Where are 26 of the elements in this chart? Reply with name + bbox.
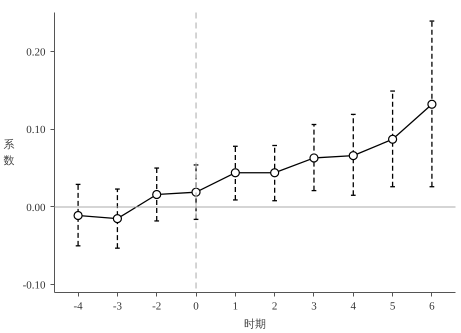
x-tick-label: 0 bbox=[193, 300, 200, 312]
x-tick-label: 2 bbox=[272, 300, 278, 312]
y-tick-label: 0.10 bbox=[26, 124, 46, 136]
y-axis-title: 系数 bbox=[4, 138, 15, 167]
point bbox=[73, 210, 83, 220]
y-tick-label: 0.00 bbox=[26, 202, 46, 214]
x-axis-title: 时期 bbox=[244, 318, 266, 330]
point bbox=[270, 168, 280, 178]
x-tick-label: 3 bbox=[311, 300, 318, 312]
y-tick-label: -0.10 bbox=[22, 280, 46, 292]
point bbox=[152, 190, 162, 200]
y-tick-label: 0.20 bbox=[26, 46, 46, 58]
x-tick-label: 4 bbox=[350, 300, 357, 312]
point bbox=[348, 151, 358, 160]
point bbox=[230, 168, 240, 178]
point bbox=[112, 214, 122, 224]
x-tick-label: 5 bbox=[390, 300, 396, 312]
x-tick-label: 1 bbox=[232, 300, 238, 312]
point bbox=[427, 100, 437, 109]
x-tick-label: 6 bbox=[429, 300, 436, 312]
point bbox=[191, 188, 201, 197]
x-tick-label: -2 bbox=[152, 300, 162, 312]
x-tick-label: -4 bbox=[74, 300, 84, 312]
point bbox=[388, 134, 398, 144]
point bbox=[309, 153, 319, 163]
x-tick-label: -3 bbox=[112, 300, 122, 312]
